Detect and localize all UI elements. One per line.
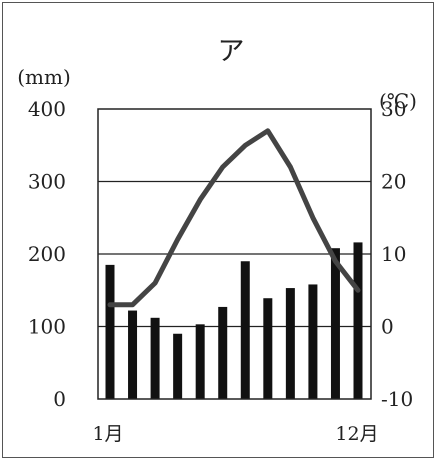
right-tick-label: 0 <box>381 315 394 339</box>
left-axis-unit: (mm) <box>17 65 71 89</box>
precipitation-bar <box>308 284 318 399</box>
temperature-line <box>107 128 361 308</box>
x-tick-label: 1月 <box>92 423 123 445</box>
left-tick-label: 0 <box>53 387 66 411</box>
left-tick-label: 200 <box>28 242 66 266</box>
right-tick-label: 20 <box>381 170 406 194</box>
precipitation-bar <box>240 261 250 399</box>
right-tick-label: -10 <box>381 387 413 411</box>
right-tick-label: 10 <box>381 242 406 266</box>
right-tick-label: 30 <box>381 97 406 121</box>
precipitation-bar <box>128 310 138 399</box>
precipitation-bar <box>330 248 340 399</box>
precipitation-bar <box>195 324 205 399</box>
x-tick-label: 12月 <box>335 423 378 445</box>
precipitation-bar <box>285 288 295 399</box>
left-tick-label: 100 <box>28 315 66 339</box>
precipitation-bar <box>105 264 115 399</box>
precipitation-bar <box>263 298 273 399</box>
precipitation-bar <box>353 242 363 399</box>
left-tick-label: 300 <box>28 170 66 194</box>
precipitation-bar <box>173 333 183 399</box>
precipitation-bar <box>150 317 160 399</box>
plot-area-border <box>97 108 372 400</box>
left-tick-label: 400 <box>28 97 66 121</box>
precipitation-bar <box>218 306 228 399</box>
right-axis-unit: (℃) <box>379 89 417 113</box>
chart-title: ア <box>218 36 245 67</box>
